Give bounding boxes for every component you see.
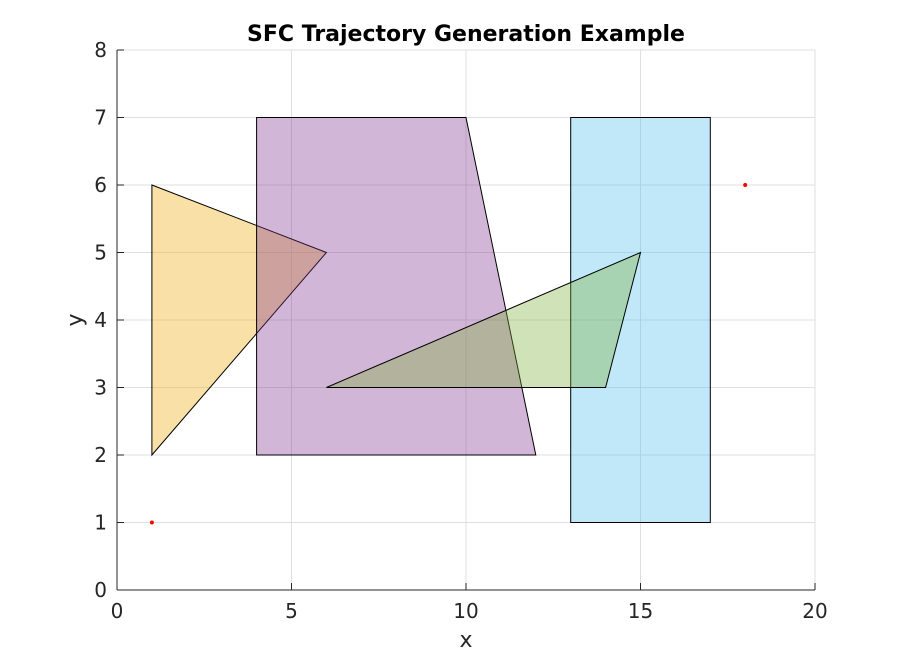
x-tick-label-20: 20 xyxy=(802,599,827,623)
start-point xyxy=(149,520,154,525)
polygon-triangle-orange xyxy=(151,184,328,457)
polygon-layer xyxy=(151,117,711,523)
y-tick-label-0: 0 xyxy=(94,578,107,602)
x-tick-label-15: 15 xyxy=(628,599,653,623)
x-tick-label-0: 0 xyxy=(111,599,124,623)
grid-lines xyxy=(116,49,816,591)
x-tick-label-10: 10 xyxy=(453,599,478,623)
y-tick-label-4: 4 xyxy=(94,308,107,332)
x-tick-label-5: 5 xyxy=(285,599,298,623)
y-tick-label-3: 3 xyxy=(94,376,107,400)
y-tick-label-2: 2 xyxy=(94,443,107,467)
y-tick-label-8: 8 xyxy=(94,38,107,62)
goal-point xyxy=(743,183,748,187)
y-tick-label-1: 1 xyxy=(94,511,107,535)
polygon-trapezoid-purple xyxy=(256,117,537,456)
polygon-quadrilateral-green xyxy=(326,251,642,388)
axes: 0 5 10 15 20 0 1 2 3 4 5 6 7 8 xyxy=(94,38,827,623)
y-axis-label: y xyxy=(63,313,88,326)
y-tick-label-6: 6 xyxy=(94,173,107,197)
x-axis-label: x xyxy=(459,628,472,653)
chart-title: SFC Trajectory Generation Example xyxy=(247,22,685,47)
y-tick-label-7: 7 xyxy=(94,106,107,130)
y-tick-label-5: 5 xyxy=(94,241,107,265)
polygon-rectangle-cyan xyxy=(570,117,711,523)
point-layer xyxy=(149,183,748,525)
